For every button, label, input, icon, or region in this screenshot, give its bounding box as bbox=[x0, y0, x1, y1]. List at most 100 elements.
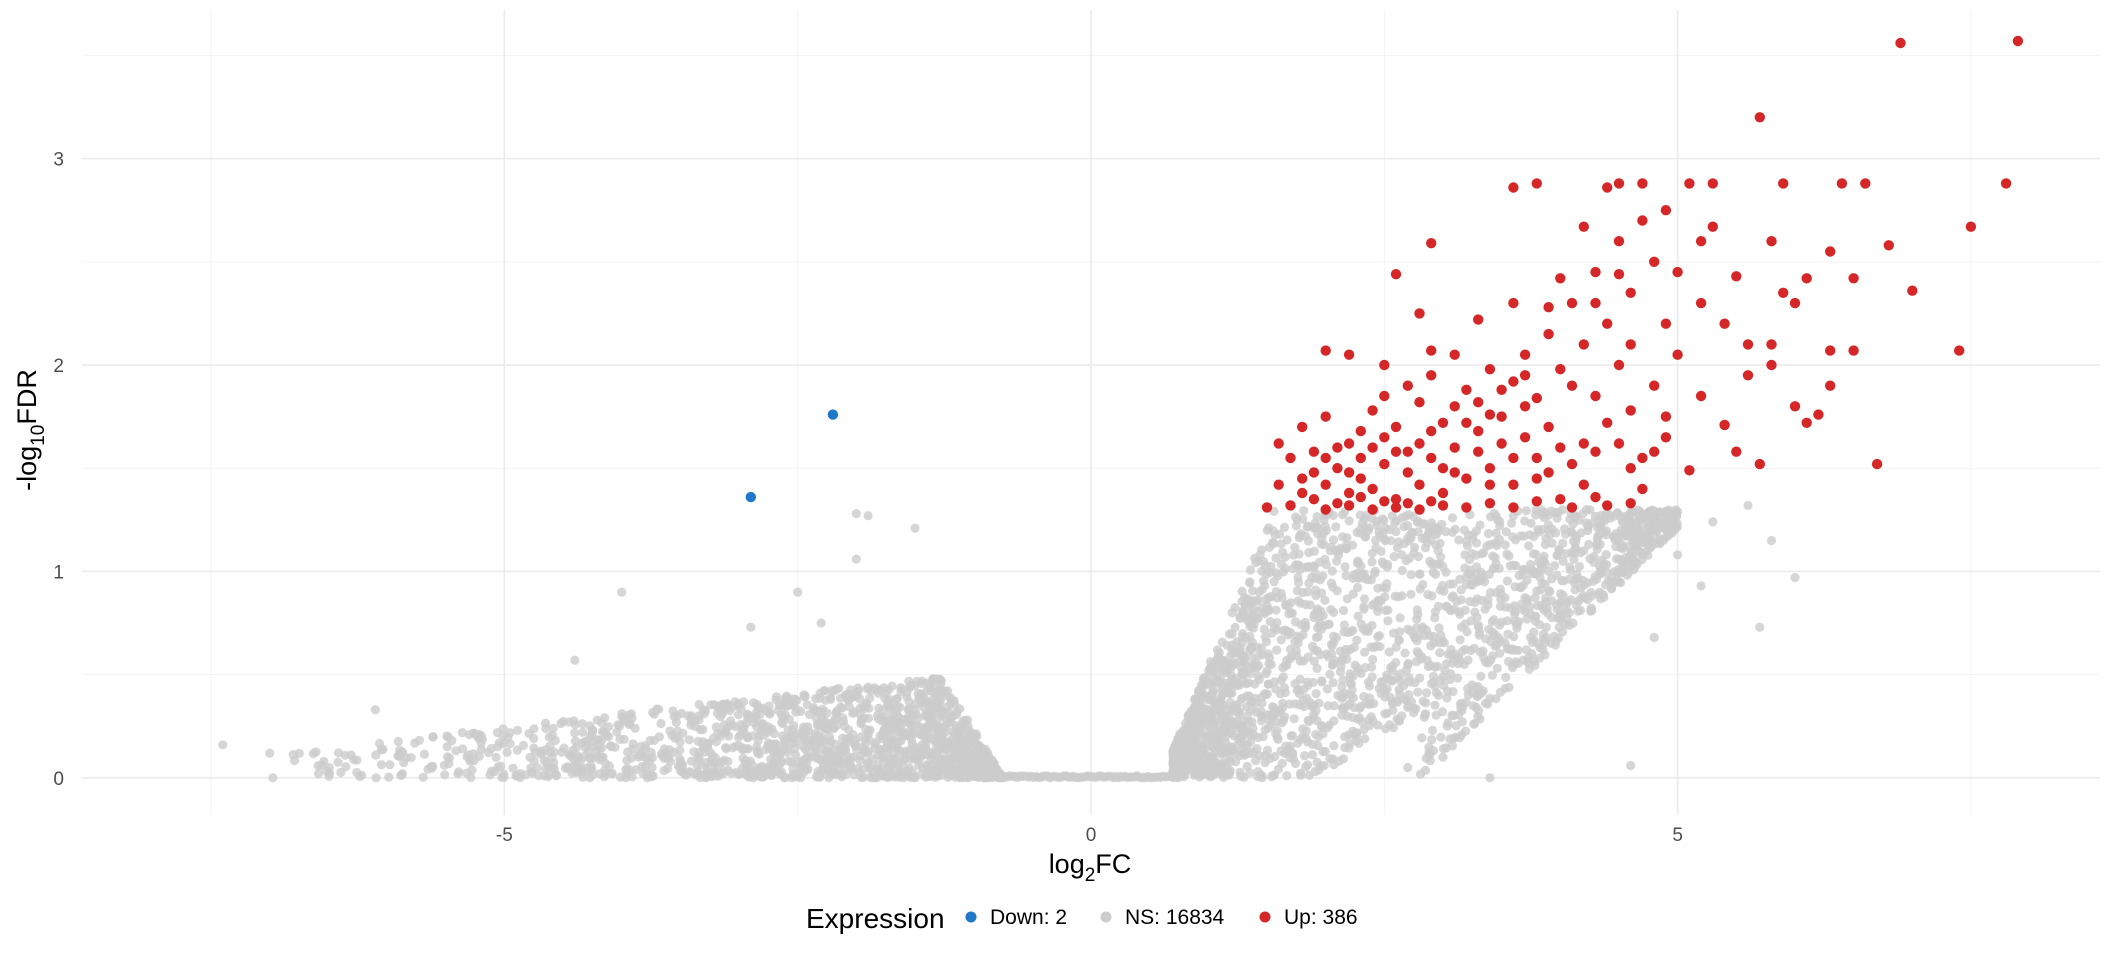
ns-point bbox=[1519, 531, 1529, 541]
ns-point bbox=[1473, 690, 1483, 700]
ns-point bbox=[1290, 637, 1300, 647]
up-point bbox=[1461, 502, 1472, 513]
x-tick-label: 0 bbox=[1086, 825, 1097, 846]
ns-point bbox=[1238, 606, 1248, 616]
ns-point bbox=[815, 721, 825, 731]
ns-point bbox=[712, 708, 723, 718]
up-point bbox=[1660, 205, 1672, 216]
ns-point bbox=[1530, 612, 1540, 622]
up-point bbox=[1426, 425, 1437, 437]
ns-point bbox=[1271, 553, 1281, 563]
ns-point bbox=[1307, 701, 1317, 712]
ns-point bbox=[1290, 679, 1300, 689]
ns-point bbox=[1505, 561, 1515, 571]
up-point bbox=[1461, 473, 1472, 484]
ns-point bbox=[1264, 542, 1274, 553]
ns-point bbox=[672, 711, 682, 721]
ns-point bbox=[491, 752, 501, 763]
ns-point bbox=[1293, 596, 1303, 606]
up-point bbox=[1766, 236, 1777, 247]
ns-point bbox=[1397, 711, 1407, 721]
ns-point bbox=[1359, 725, 1369, 735]
ns-point bbox=[1360, 647, 1370, 657]
ns-point bbox=[1373, 583, 1383, 593]
ns-point bbox=[1412, 517, 1422, 527]
ns-point bbox=[1755, 622, 1765, 632]
ns-point bbox=[498, 724, 508, 734]
ns-point bbox=[1447, 527, 1458, 538]
ns-point bbox=[790, 750, 801, 760]
ns-point bbox=[1627, 507, 1637, 517]
ns-point bbox=[1276, 539, 1286, 549]
ns-point bbox=[1452, 596, 1462, 607]
ns-point bbox=[1318, 747, 1328, 757]
ns-point bbox=[1376, 596, 1386, 606]
ns-point bbox=[1325, 669, 1335, 680]
ns-point bbox=[1344, 516, 1354, 526]
y-axis-title-sub: 10 bbox=[28, 425, 49, 446]
ns-point bbox=[1234, 709, 1244, 719]
ns-point bbox=[902, 692, 912, 702]
up-point bbox=[1578, 479, 1590, 490]
ns-point bbox=[1547, 574, 1557, 584]
ns-point bbox=[836, 769, 846, 780]
ns-point bbox=[1367, 557, 1377, 567]
ns-point bbox=[807, 735, 817, 746]
ns-point bbox=[1485, 773, 1495, 783]
ns-point bbox=[1312, 511, 1322, 522]
x-axis-title-tail: FC bbox=[1095, 849, 1131, 879]
ns-point bbox=[753, 748, 763, 758]
ns-point bbox=[1561, 529, 1571, 539]
ns-point bbox=[1208, 659, 1219, 669]
ns-point bbox=[1416, 654, 1426, 664]
ns-point bbox=[1257, 712, 1267, 722]
up-point bbox=[1625, 498, 1636, 509]
ns-point bbox=[563, 762, 573, 772]
ns-point bbox=[512, 745, 523, 755]
ns-point bbox=[1301, 562, 1311, 572]
up-point bbox=[1954, 345, 1965, 356]
ns-point bbox=[1382, 684, 1392, 694]
ns-point bbox=[1391, 658, 1401, 668]
ns-point bbox=[577, 719, 588, 729]
ns-point bbox=[468, 728, 478, 738]
ns-point bbox=[1380, 692, 1390, 702]
ns-point bbox=[1373, 720, 1383, 730]
legend-title: Expression bbox=[806, 903, 945, 934]
ns-point bbox=[1367, 548, 1377, 558]
up-point bbox=[1613, 438, 1625, 449]
ns-point bbox=[838, 754, 848, 764]
ns-point bbox=[1366, 712, 1376, 722]
ns-point bbox=[1254, 675, 1264, 685]
ns-point bbox=[419, 749, 429, 759]
ns-point bbox=[907, 772, 917, 783]
y-tick-label: 0 bbox=[53, 769, 64, 790]
ns-point bbox=[619, 734, 629, 745]
ns-point bbox=[1395, 689, 1405, 699]
up-point bbox=[1320, 345, 1331, 356]
ns-point bbox=[1533, 525, 1543, 535]
ns-point bbox=[1412, 647, 1422, 657]
ns-point bbox=[340, 750, 350, 760]
ns-point bbox=[903, 713, 913, 724]
ns-point bbox=[956, 721, 967, 732]
ns-point bbox=[457, 728, 467, 738]
ns-point bbox=[1502, 643, 1513, 653]
up-point bbox=[1531, 178, 1543, 189]
ns-point bbox=[1441, 743, 1451, 753]
ns-point bbox=[1545, 587, 1555, 597]
ns-point bbox=[1200, 691, 1210, 701]
up-point bbox=[1390, 446, 1402, 457]
ns-point bbox=[981, 773, 991, 783]
ns-point bbox=[1427, 735, 1437, 745]
ns-point bbox=[1202, 719, 1212, 729]
up-point bbox=[1625, 287, 1636, 298]
ns-point bbox=[1495, 648, 1505, 658]
ns-point bbox=[1299, 684, 1309, 694]
up-point bbox=[1414, 479, 1425, 490]
ns-point bbox=[1230, 622, 1240, 633]
ns-point bbox=[1510, 535, 1521, 545]
up-point bbox=[1766, 359, 1777, 371]
ns-point bbox=[1324, 619, 1334, 629]
ns-point bbox=[1345, 699, 1355, 709]
